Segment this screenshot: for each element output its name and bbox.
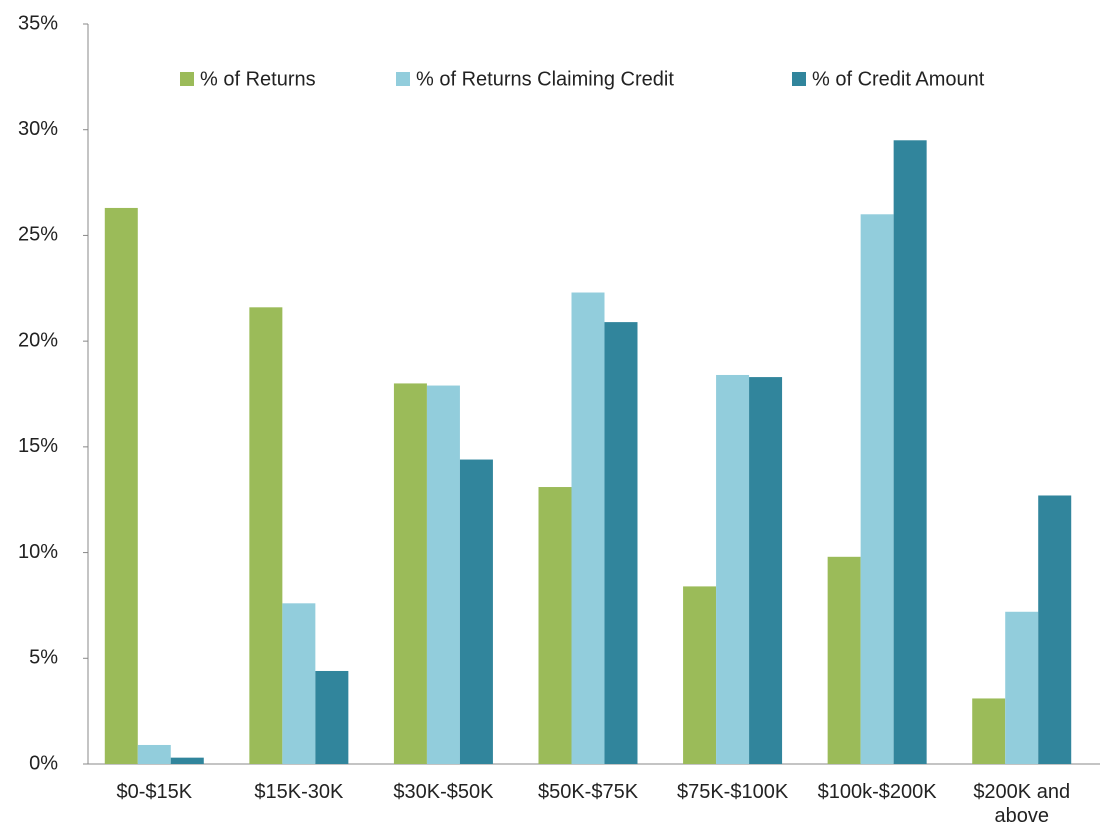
legend-swatch	[396, 72, 410, 86]
x-tick-label: $50K-$75K	[537, 781, 639, 803]
bar	[716, 374, 750, 764]
bar	[315, 670, 349, 764]
legend-swatch	[180, 72, 194, 86]
bar	[249, 307, 283, 764]
x-tick-label: $200K and above	[973, 781, 1071, 827]
legend-label: % of Returns Claiming Credit	[416, 68, 674, 90]
bar	[604, 322, 638, 764]
bar	[104, 207, 138, 764]
x-tick-label: $75K-$100K	[676, 781, 789, 803]
bar	[282, 603, 316, 764]
bar	[137, 744, 171, 764]
y-tick-label: 35%	[18, 12, 58, 34]
bar	[538, 487, 572, 764]
y-tick-label: 15%	[18, 435, 58, 457]
y-tick-label: 20%	[18, 329, 58, 351]
legend-label: % of Credit Amount	[812, 68, 985, 90]
bar	[426, 385, 460, 764]
bar	[749, 377, 783, 764]
bar	[393, 383, 427, 764]
legend-label: % of Returns	[200, 68, 316, 90]
y-tick-label: 0%	[29, 752, 58, 774]
x-tick-label: $15K-30K	[254, 781, 344, 803]
y-tick-label: 5%	[29, 647, 58, 669]
bar	[683, 586, 717, 764]
legend-swatch	[792, 72, 806, 86]
bar	[571, 292, 605, 764]
y-tick-label: 25%	[18, 224, 58, 246]
bar	[1038, 495, 1072, 764]
x-tick-label: $100k-$200K	[817, 781, 937, 803]
bar	[860, 214, 894, 765]
x-tick-label: $30K-$50K	[393, 781, 494, 803]
bar	[170, 757, 204, 764]
x-tick-label: $0-$15K	[116, 781, 193, 803]
bar	[827, 556, 861, 764]
bar	[459, 459, 493, 764]
bar	[1005, 611, 1039, 764]
y-tick-label: 10%	[18, 541, 58, 563]
bar	[972, 698, 1006, 764]
y-tick-label: 30%	[18, 118, 58, 140]
bar	[893, 140, 927, 765]
